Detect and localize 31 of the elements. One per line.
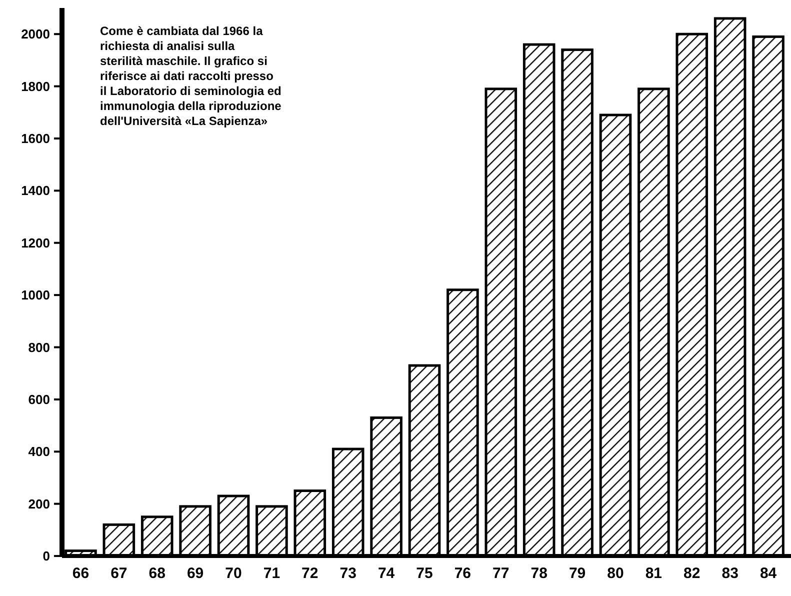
x-tick-label: 66 (72, 565, 90, 582)
x-tick-label: 72 (302, 565, 318, 582)
y-tick-label: 600 (28, 392, 50, 407)
y-tick-label: 200 (28, 496, 50, 512)
y-tick-label: 2000 (21, 26, 50, 42)
x-tick-label: 67 (110, 565, 128, 582)
x-tick-label: 82 (684, 565, 700, 582)
x-tick-label: 74 (378, 565, 396, 582)
x-tick-label: 68 (148, 565, 166, 582)
x-tick-label: 69 (186, 565, 204, 582)
y-tick-label: 0 (42, 548, 50, 564)
x-tick-label: 70 (225, 565, 242, 582)
y-tick-label: 1000 (21, 288, 50, 303)
y-tick-label: 400 (28, 444, 50, 460)
y-tick-label: 1200 (21, 235, 50, 250)
x-tick-label: 71 (263, 565, 280, 582)
annotation: Come è cambiata dal 1966 la richiesta di analisi sulla sterilità maschile. Il grafico si riferisce ai dati raccolti presso il Laboratorio di seminologia ed immunologia della riproduzione dell'Università «La Sapienza» (100, 24, 282, 128)
x-tick-label: 77 (492, 565, 510, 582)
x-tick-label: 84 (760, 565, 778, 582)
y-tick-label: 800 (28, 340, 50, 355)
x-tick-label: 75 (416, 565, 433, 582)
x-tick-label: 78 (530, 565, 548, 582)
y-tick-label: 1400 (21, 183, 50, 198)
x-tick-label: 76 (454, 565, 472, 582)
x-tick-label: 81 (645, 565, 662, 582)
y-tick-label: 1600 (21, 131, 50, 146)
x-tick-label: 73 (340, 565, 356, 582)
x-tick-label: 83 (722, 565, 738, 582)
x-tick-label: 80 (607, 565, 624, 582)
y-tick-label: 1800 (21, 78, 50, 94)
x-tick-label: 79 (568, 565, 586, 582)
